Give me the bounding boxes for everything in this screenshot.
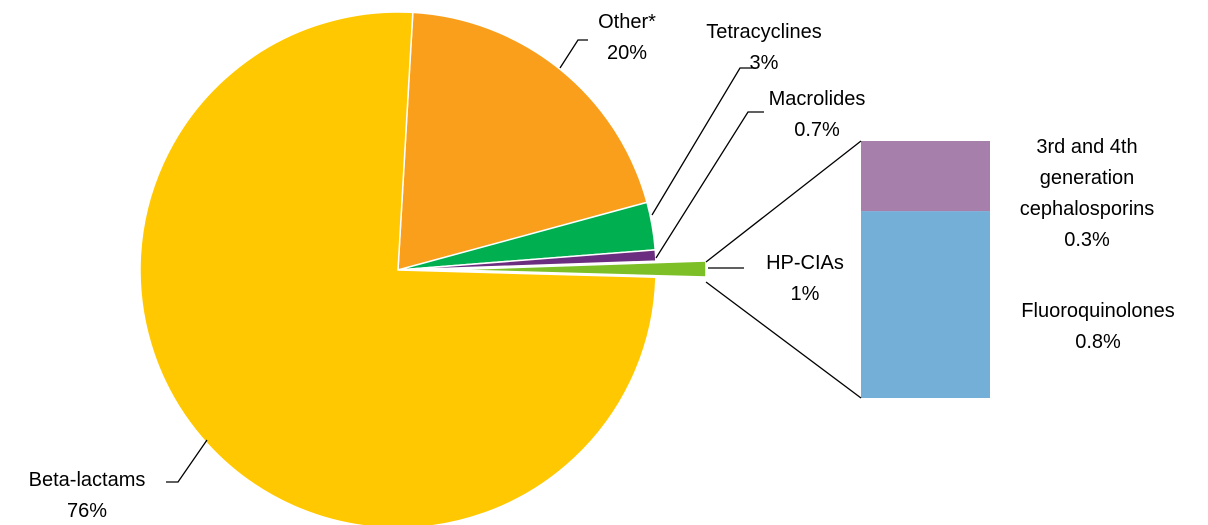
label-name: Beta-lactams xyxy=(28,469,146,491)
leader-line xyxy=(166,439,208,483)
data-label: 3rd and 4th generation cephalosporins 0.3… xyxy=(995,132,1180,256)
connector-line xyxy=(705,140,862,263)
bar-segment xyxy=(861,141,990,212)
bar-segment xyxy=(861,211,990,398)
label-name: HP-CIAs xyxy=(766,252,844,274)
label-value: 76% xyxy=(66,500,108,522)
data-label: Macrolides 0.7% xyxy=(769,84,866,146)
leader-line xyxy=(655,111,764,259)
data-label: Beta-lactams 76% xyxy=(29,465,146,525)
label-value: 1% xyxy=(790,283,820,305)
pie-slice xyxy=(397,249,657,271)
label-name: Macrolides xyxy=(768,88,866,110)
connector-line xyxy=(705,281,862,399)
label-value: 0.3% xyxy=(1064,229,1110,251)
label-name: 3rd and 4th generation cephalosporins xyxy=(1019,136,1155,220)
data-label: Other* 20% xyxy=(598,7,656,69)
pie-slice xyxy=(397,11,648,271)
data-label: HP-CIAs 1% xyxy=(766,248,844,310)
label-value: 0.8% xyxy=(1075,331,1121,353)
label-name: Tetracyclines xyxy=(706,21,822,43)
label-value: 20% xyxy=(606,42,648,64)
label-value: 3% xyxy=(749,52,779,74)
leader-line xyxy=(651,67,756,216)
data-label: Tetracyclines 3% xyxy=(706,17,822,79)
label-name: Other* xyxy=(598,11,656,33)
data-label: Fluoroquinolones 0.8% xyxy=(1021,296,1174,358)
pie-slice xyxy=(447,260,707,278)
label-value: 0.7% xyxy=(794,119,840,141)
leader-line xyxy=(559,39,588,69)
pie-slice xyxy=(139,11,657,525)
label-name: Fluoroquinolones xyxy=(1021,300,1175,322)
